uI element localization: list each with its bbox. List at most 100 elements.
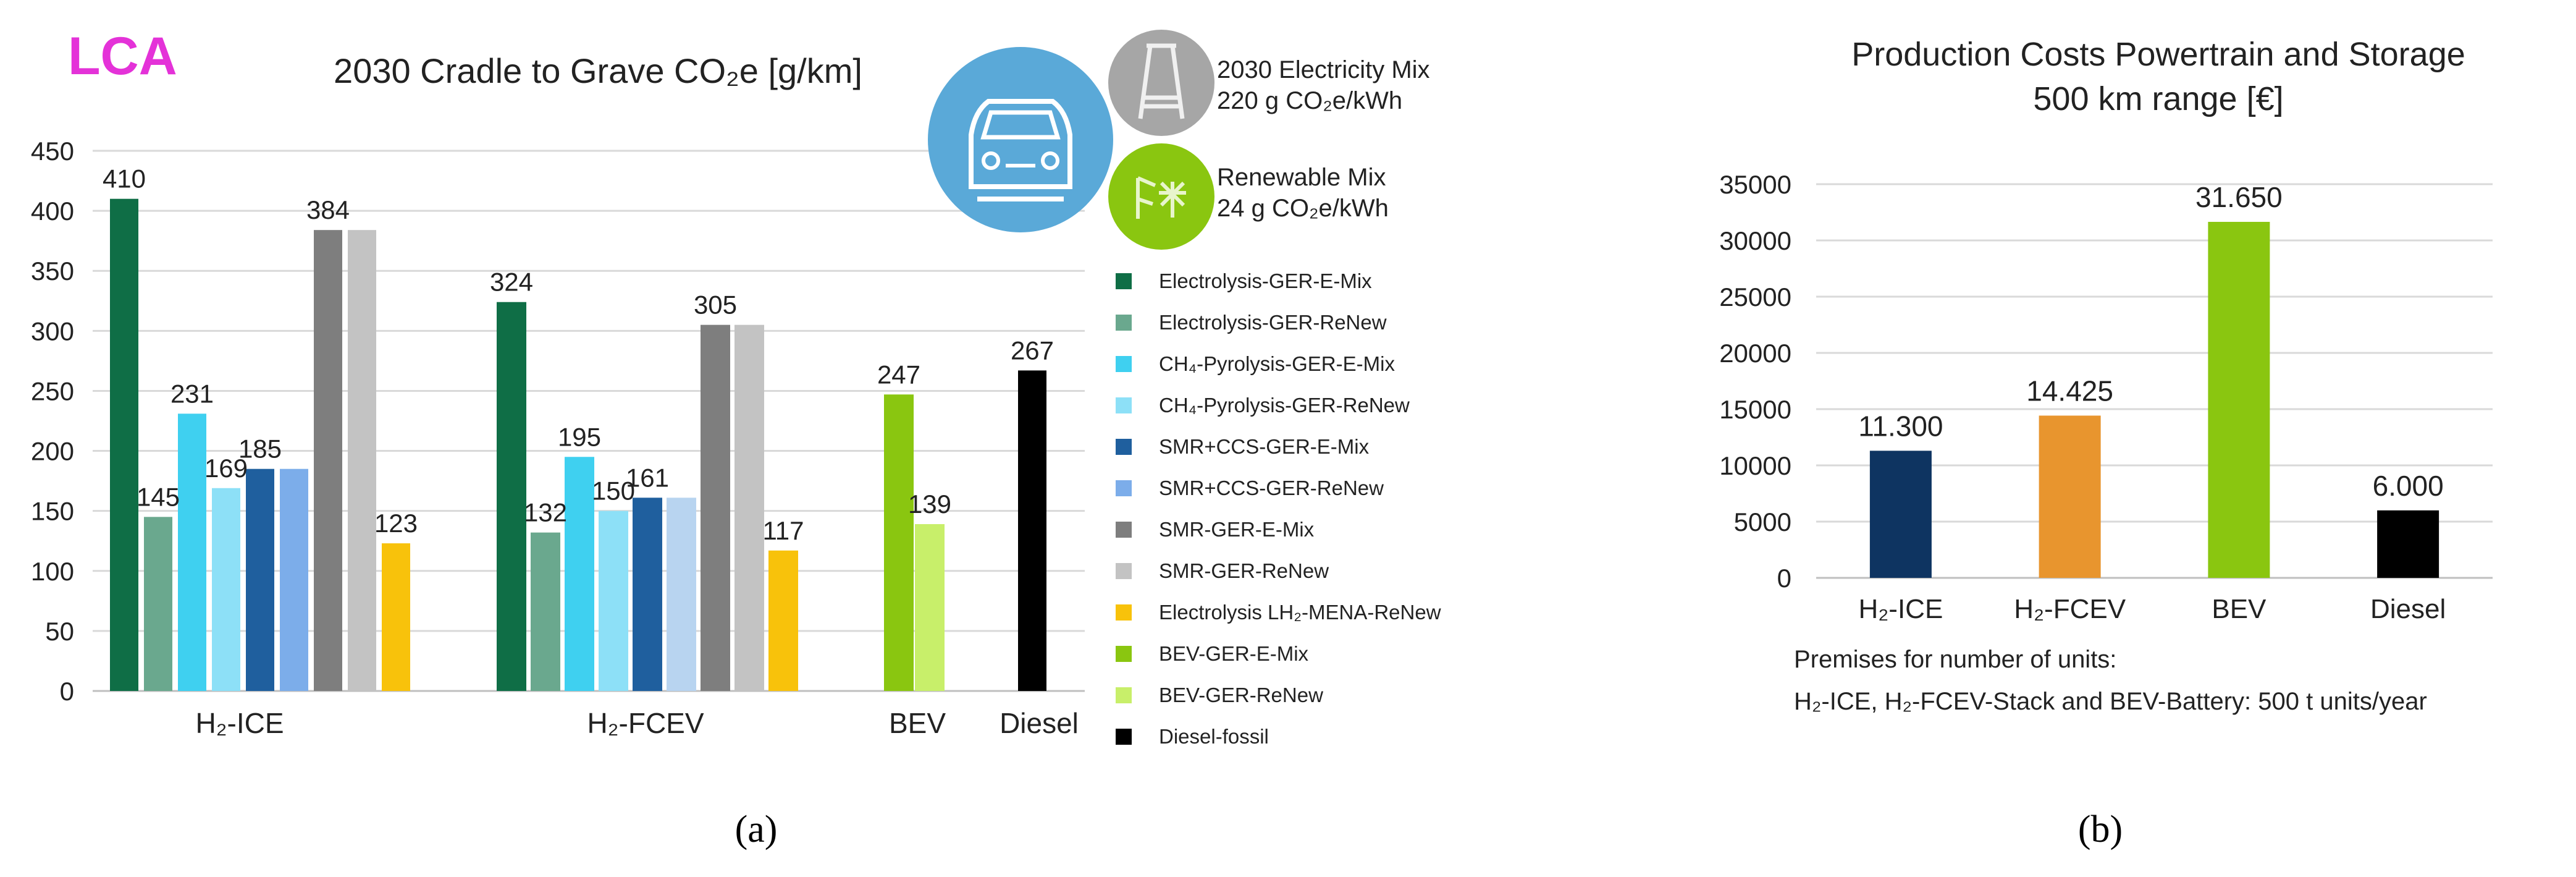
bar-h-fcev-smr-ccs-ger-renew-h-fcev — [667, 498, 696, 691]
legend-label-ch-pyrolysis-ger-renew: CH₄-Pyrolysis-GER-ReNew — [1159, 394, 1410, 417]
chart-b-category-labels: H₂-ICE H₂-FCEV BEV Diesel — [1858, 594, 2446, 624]
legend-label-smr-ccs-ger-e-mix: SMR+CCS-GER-E-Mix — [1159, 435, 1370, 458]
category-label-diesel: Diesel — [2370, 594, 2446, 624]
chart-a: LCA 2030 Cradle to Grave CO₂e [g/km] 0 50… — [31, 27, 1441, 850]
bar-h-ice-smr-ger-renew — [348, 230, 376, 692]
renewable-mix-value: 24 g CO₂e/kWh — [1217, 195, 1389, 222]
chart-a-category-labels: H₂-ICE H₂-FCEV BEV Diesel — [195, 707, 1078, 739]
chart-b: Production Costs Powertrain and Storage … — [1719, 36, 2493, 850]
bar-h-ice-electrolysis-ger-e-mix — [110, 198, 138, 691]
bar-h-ice-electrolysis-lh-mena-renew — [382, 543, 410, 691]
legend-swatch-ch-pyrolysis-ger-e-mix — [1116, 356, 1132, 372]
chart-b-subtitle: 500 km range [€] — [2033, 80, 2283, 117]
legend-swatch-bev-ger-renew — [1116, 687, 1132, 703]
b-y-tick-25000: 25000 — [1719, 282, 1791, 311]
caption-b: (b) — [2078, 808, 2123, 850]
y-tick-100: 100 — [31, 557, 74, 586]
y-tick-0: 0 — [60, 677, 74, 706]
value-label-diesel-0: 267 — [1011, 336, 1054, 365]
legend-label-smr-ccs-ger-renew: SMR+CCS-GER-ReNew — [1159, 477, 1384, 499]
renewable-energy-icon — [1108, 143, 1214, 250]
value-label-bev-0: 247 — [877, 360, 920, 389]
legend-swatch-diesel-fossil — [1116, 729, 1132, 745]
y-tick-250: 250 — [31, 376, 74, 405]
y-tick-350: 350 — [31, 256, 74, 286]
chart-a-y-tick-labels: 0 50 100 150 200 250 300 350 400 450 — [31, 137, 74, 706]
value-label-h-ice-6: 384 — [306, 195, 350, 224]
bar-h-ice-ch-pyrolysis-ger-e-mix — [178, 413, 206, 691]
legend-swatch-electrolysis-ger-renew — [1116, 315, 1132, 331]
y-tick-50: 50 — [45, 617, 74, 646]
value-label-bev: 31.650 — [2195, 181, 2283, 213]
value-label-h-ice-1: 145 — [137, 482, 180, 511]
b-y-tick-15000: 15000 — [1719, 395, 1791, 424]
bar-h-ice-electrolysis-ger-renew — [144, 517, 172, 691]
category-label-h-fcev: H₂-FCEV — [2014, 594, 2126, 624]
car-icon — [928, 47, 1113, 232]
legend-label-diesel-fossil: Diesel-fossil — [1159, 725, 1269, 748]
chart-b-y-tick-labels: 0 5000 10000 15000 20000 25000 30000 35000 — [1719, 170, 1791, 593]
bar-h-fcev-ch-pyrolysis-ger-e-mix — [565, 457, 594, 691]
power-pylon-icon — [1108, 30, 1214, 136]
b-y-tick-5000: 5000 — [1734, 507, 1791, 536]
b-y-tick-35000: 35000 — [1719, 170, 1791, 199]
chart-b-value-labels: 11.300 14.425 31.650 6.000 — [1858, 181, 2443, 502]
b-y-tick-20000: 20000 — [1719, 339, 1791, 368]
value-label-diesel: 6.000 — [2373, 470, 2444, 502]
value-label-h-ice-3: 169 — [204, 454, 248, 483]
value-label-h-fcev-2: 195 — [558, 422, 601, 451]
value-label-h-fcev-3: 150 — [592, 477, 635, 506]
legend-swatch-smr-ger-renew — [1116, 563, 1132, 579]
y-tick-150: 150 — [31, 497, 74, 526]
y-tick-400: 400 — [31, 197, 74, 226]
legend-label-smr-ger-renew: SMR-GER-ReNew — [1159, 559, 1329, 582]
legend-swatch-ch-pyrolysis-ger-renew — [1116, 397, 1132, 413]
bar-h-fcev-electrolysis-ger-e-mix — [497, 302, 526, 692]
caption-a: (a) — [735, 808, 778, 850]
legend-swatch-electrolysis-lh-mena-renew — [1116, 604, 1132, 621]
bar-h-ice-smr-ccs-ger-e-mix — [246, 468, 274, 691]
value-label-h-ice-0: 410 — [103, 164, 146, 193]
value-label-h-fcev: 14.425 — [2026, 375, 2113, 407]
bar-h-ice-ch-pyrolysis-ger-renew — [212, 488, 240, 691]
category-label-bev: BEV — [889, 707, 946, 739]
value-label-h-fcev-6: 305 — [694, 290, 737, 320]
value-label-h-ice-8: 123 — [374, 509, 418, 538]
bar-bev-bev-ger-e-mix — [884, 394, 914, 691]
legend-label-electrolysis-ger-e-mix: Electrolysis-GER-E-Mix — [1159, 269, 1372, 292]
electricity-mix-value: 220 g CO₂e/kWh — [1217, 87, 1402, 114]
bar-diesel-diesel-fossil — [1018, 370, 1046, 691]
legend-swatch-smr-ger-e-mix — [1116, 522, 1132, 538]
legend-label-electrolysis-ger-renew: Electrolysis-GER-ReNew — [1159, 311, 1387, 334]
bar-h-ice — [1869, 451, 1932, 578]
legend-label-ch-pyrolysis-ger-e-mix: CH₄-Pyrolysis-GER-E-Mix — [1159, 352, 1395, 375]
y-tick-300: 300 — [31, 316, 74, 345]
legend-label-bev-ger-renew: BEV-GER-ReNew — [1159, 684, 1323, 706]
chart-a-title: 2030 Cradle to Grave CO₂e [g/km] — [334, 51, 862, 90]
legend-label-bev-ger-e-mix: BEV-GER-E-Mix — [1159, 642, 1309, 665]
b-y-tick-0: 0 — [1777, 564, 1791, 593]
bar-bev-bev-ger-renew — [915, 524, 945, 691]
legend-swatch-bev-ger-e-mix — [1116, 646, 1132, 662]
renewable-mix-name: Renewable Mix — [1217, 164, 1386, 191]
chart-b-title: Production Costs Powertrain and Storage — [1851, 36, 2465, 73]
value-label-h-ice-4: 185 — [238, 434, 282, 464]
y-tick-200: 200 — [31, 437, 74, 466]
electricity-mix-name: 2030 Electricity Mix — [1217, 56, 1430, 83]
category-label-h-ice: H₂-ICE — [1858, 594, 1943, 624]
bar-h-ice-smr-ccs-ger-renew — [280, 468, 308, 691]
category-label-h-ice: H₂-ICE — [195, 707, 284, 739]
category-label-bev: BEV — [2212, 594, 2267, 624]
b-y-tick-30000: 30000 — [1719, 226, 1791, 255]
legend-swatch-smr-ccs-ger-e-mix — [1116, 439, 1132, 455]
legend-label-smr-ger-e-mix: SMR-GER-E-Mix — [1159, 518, 1315, 541]
bar-h-fcev-electrolysis-ger-renew — [531, 532, 560, 691]
chart-a-bars — [110, 198, 1046, 692]
lca-logo: LCA — [68, 27, 177, 86]
bar-h-fcev-smr-ger-e-mix — [701, 324, 730, 691]
bar-h-fcev — [2039, 415, 2101, 578]
bar-h-fcev-smr-ger-renew — [734, 324, 764, 691]
category-label-h-fcev: H₂-FCEV — [587, 707, 704, 739]
value-label-h-fcev-0: 324 — [490, 268, 533, 297]
